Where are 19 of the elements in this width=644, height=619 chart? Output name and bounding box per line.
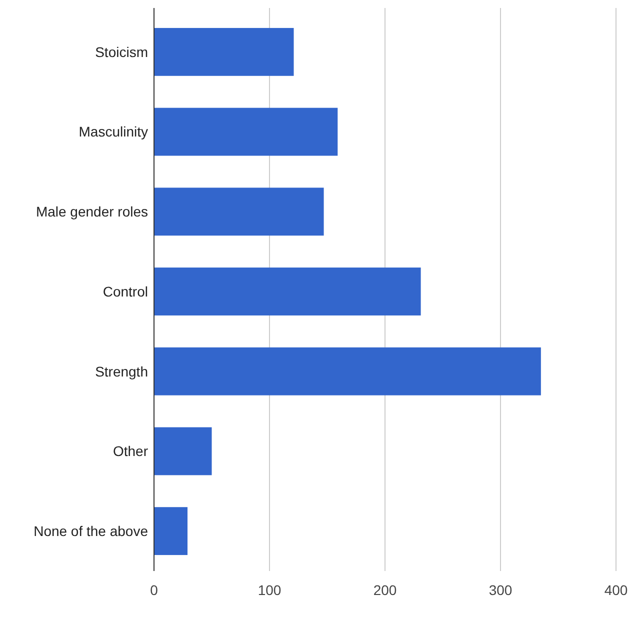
- bar: [154, 347, 541, 396]
- y-tick-label: Other: [112, 443, 148, 460]
- bar: [154, 188, 324, 236]
- x-tick-label: 0: [150, 582, 158, 598]
- y-tick-label: Control: [102, 283, 148, 300]
- bar: [154, 507, 188, 556]
- x-tick-label: 200: [373, 582, 397, 598]
- y-tick-label: Masculinity: [78, 124, 148, 140]
- y-tick-label: None of the above: [34, 522, 148, 539]
- x-tick-label: 300: [488, 582, 512, 598]
- y-tick-label: Strength: [95, 363, 148, 380]
- x-tick-label: 100: [258, 582, 282, 598]
- bar: [154, 268, 421, 316]
- x-tick-label: 400: [604, 582, 628, 598]
- y-tick-label: Male gender roles: [36, 204, 148, 220]
- bar: [154, 28, 294, 76]
- bar: [154, 108, 338, 156]
- y-tick-label: Stoicism: [95, 44, 148, 60]
- bar: [154, 427, 212, 476]
